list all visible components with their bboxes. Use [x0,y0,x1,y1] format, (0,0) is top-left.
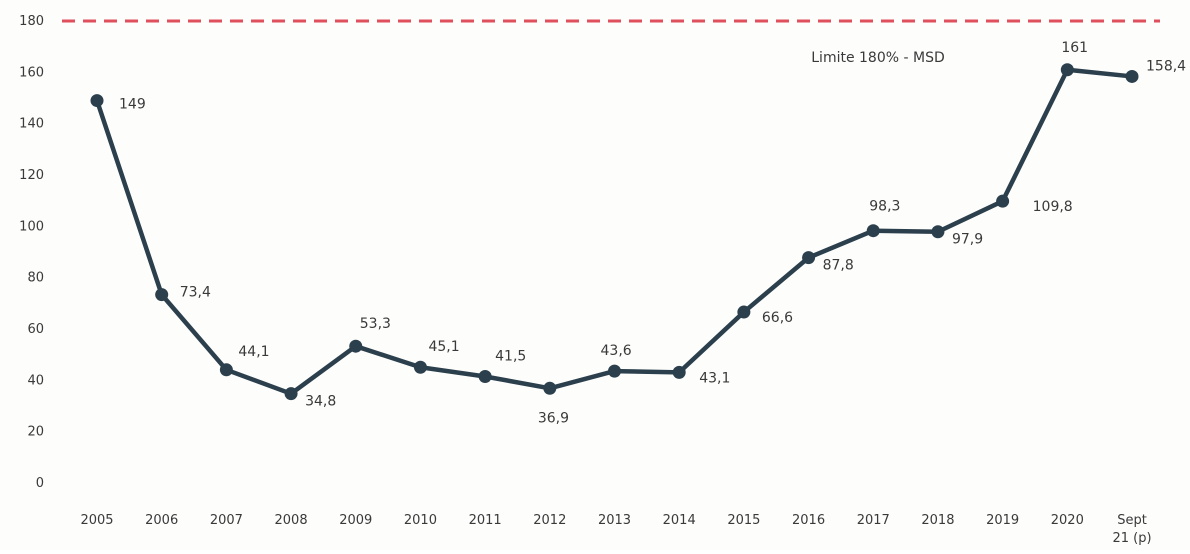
limit-reference-label: Limite 180% - MSD [811,50,945,66]
data-point [90,94,104,108]
data-label: 97,9 [952,232,983,248]
series-line-segment [612,368,682,375]
y-tick-label: 100 [19,219,44,234]
series-line-segment [806,228,876,260]
data-label: 34,8 [305,394,336,410]
data-label: 87,8 [823,258,854,274]
y-tick-label: 180 [19,14,44,29]
series-line-segment [353,343,423,370]
data-point [996,194,1010,208]
series-line-segment [1000,67,1070,204]
series-line-segment [871,228,941,234]
series-line-segment [935,198,1005,234]
series-line-segment [159,292,229,373]
x-tick-label: 2007 [210,513,243,528]
x-tick-label: 2017 [857,513,890,528]
data-point [478,369,492,383]
series-line-segment [676,309,747,375]
series-line-segment [288,343,358,396]
x-tick-label: 2008 [275,513,308,528]
data-point [737,305,751,319]
x-tick-label: 2015 [727,513,760,528]
data-label: 53,3 [360,316,391,332]
x-tick-label: 2019 [986,513,1019,528]
data-label: 44,1 [238,344,269,360]
x-tick-label: 21 (p) [1112,531,1151,546]
data-label: 43,1 [699,370,730,386]
series-line-segment [94,98,164,297]
y-tick-label: 120 [19,168,44,183]
data-point [1060,63,1074,77]
series-line-segment [418,364,488,379]
data-label: 73,4 [180,285,211,301]
x-tick-label: 2016 [792,513,825,528]
y-tick-label: 140 [19,117,44,132]
x-tick-label: Sept [1117,513,1147,528]
x-tick-label: 2006 [145,513,178,528]
data-label: 45,1 [428,339,459,355]
x-tick-label: 2010 [404,513,437,528]
data-label: 109,8 [1033,199,1073,215]
series-line-segment [741,255,811,315]
data-point [349,339,363,353]
x-axis-tick-labels: 2005 2006 2007 2008 2009 2010 2011 2012 2013 2014… [80,513,1151,546]
y-tick-label: 40 [27,373,44,388]
y-tick-label: 160 [19,65,44,80]
series-lines [94,67,1135,396]
x-tick-label: 2020 [1051,513,1084,528]
data-label: 158,4 [1146,58,1186,74]
data-point [866,224,880,238]
data-point [931,225,945,239]
x-tick-label: 2009 [339,513,372,528]
data-label: 161 [1061,40,1088,56]
data-point [219,363,233,377]
x-tick-label: 2012 [533,513,566,528]
data-point [543,381,557,395]
data-labels: 149 73,4 44,1 34,8 53,3 45,1 41,5 36,9 43,6 43,1 6… [119,40,1186,427]
series-line-segment [547,368,617,391]
data-label: 66,6 [762,310,793,326]
data-point [155,288,169,302]
data-label: 36,9 [538,410,569,426]
x-tick-label: 2011 [469,513,502,528]
y-tick-label: 0 [36,476,44,491]
series-line-segment [224,367,294,396]
x-tick-label: 2013 [598,513,631,528]
y-tick-label: 20 [27,425,44,440]
series-line-segment [482,374,553,391]
data-label: 41,5 [495,348,526,364]
y-axis-tick-labels: 0 20 40 60 80 100 120 140 160 180 [19,14,44,491]
x-tick-label: 2018 [921,513,954,528]
y-tick-label: 80 [27,271,44,286]
data-point [608,364,621,378]
data-label: 98,3 [869,199,900,215]
x-tick-label: 2005 [80,513,113,528]
x-tick-label: 2014 [663,513,696,528]
data-point [284,387,298,401]
data-label: 149 [119,97,146,113]
data-point [672,365,686,379]
series-line-segment [1065,67,1135,79]
data-label: 43,6 [601,343,632,359]
reference-line-group: Limite 180% - MSD [62,19,1160,66]
data-point [1125,69,1139,83]
data-point [413,360,427,374]
y-tick-label: 60 [27,322,44,337]
data-point [802,251,816,265]
series-points [90,63,1139,401]
